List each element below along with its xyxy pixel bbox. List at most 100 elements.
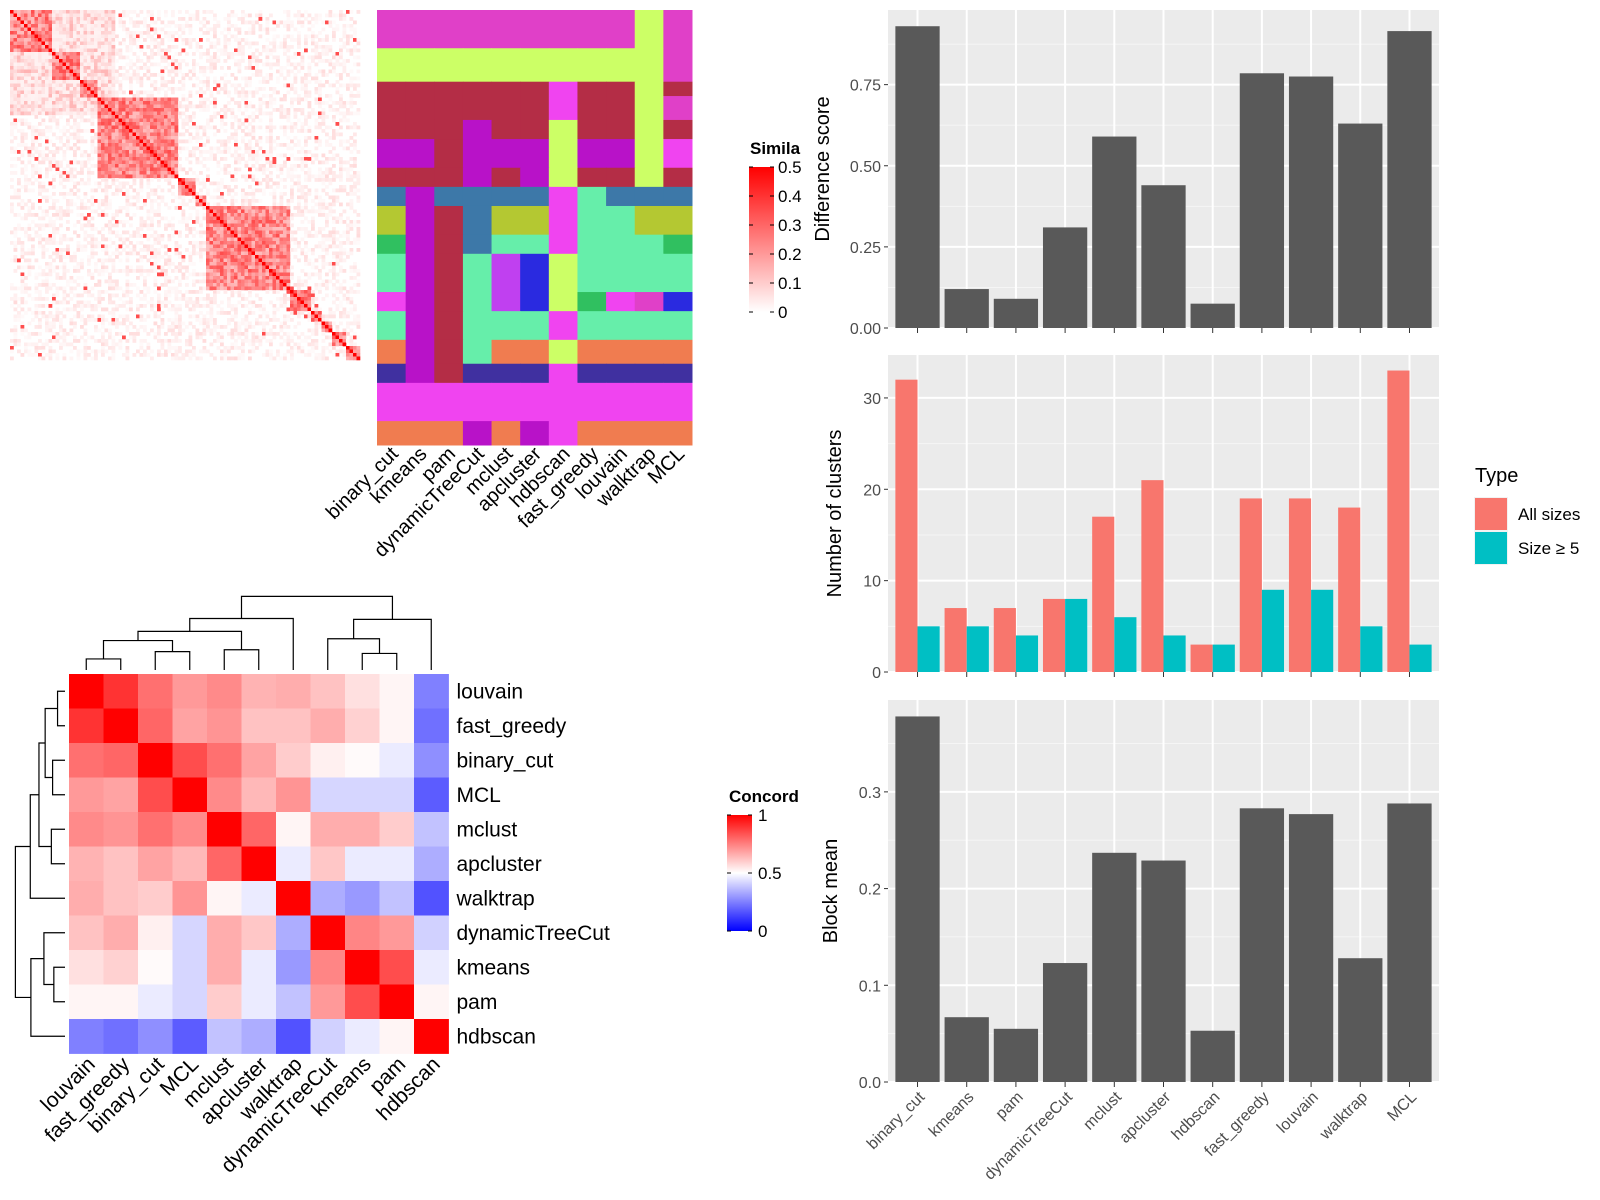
similarity-cell — [178, 59, 182, 63]
similarity-cell — [76, 69, 81, 74]
similarity-cell — [220, 209, 224, 214]
similarity-cell — [104, 45, 109, 49]
similarity-cell — [251, 227, 256, 231]
similarity-cell — [132, 139, 137, 144]
similarity-cell — [272, 146, 277, 151]
similarity-cell — [213, 237, 217, 242]
similarity-cell — [76, 34, 81, 39]
similarity-cell — [199, 153, 203, 158]
similarity-cell — [153, 139, 158, 144]
similarity-cell — [178, 80, 182, 84]
similarity-cell — [125, 104, 130, 109]
similarity-cell — [241, 55, 245, 60]
similarity-cell — [188, 272, 193, 277]
similarity-cell — [27, 248, 32, 252]
similarity-cell — [223, 283, 228, 287]
similarity-cell — [59, 237, 63, 242]
similarity-cell — [234, 230, 238, 235]
similarity-cell — [104, 118, 109, 123]
similarity-cell — [101, 136, 105, 140]
similarity-cell — [318, 125, 322, 130]
similarity-cell — [206, 59, 210, 63]
similarity-cell — [311, 227, 315, 231]
similarity-cell — [244, 318, 249, 322]
similarity-cell — [83, 290, 88, 294]
similarity-cell — [13, 244, 18, 249]
similarity-cell — [258, 216, 263, 221]
similarity-cell — [27, 251, 32, 256]
similarity-cell — [34, 59, 39, 63]
similarity-cell — [251, 251, 256, 256]
similarity-cell — [118, 132, 123, 137]
similarity-cell — [178, 290, 182, 294]
similarity-cell — [209, 241, 214, 245]
similarity-cell — [230, 24, 235, 28]
similarity-cell — [251, 262, 256, 266]
similarity-cell — [244, 216, 249, 221]
similarity-cell — [157, 174, 161, 179]
similarity-cell — [52, 41, 56, 46]
similarity-cell — [248, 150, 252, 154]
similarity-cell — [73, 101, 77, 105]
similarity-cell — [192, 269, 196, 273]
similarity-cell — [171, 153, 175, 158]
similarity-cell — [136, 111, 140, 116]
similarity-cell — [41, 41, 46, 46]
similarity-cell — [157, 153, 161, 158]
similarity-cell — [192, 244, 196, 249]
similarity-cell — [258, 262, 263, 266]
similarity-cell — [48, 304, 53, 308]
similarity-cell — [251, 283, 256, 287]
similarity-cell — [269, 255, 273, 259]
similarity-cell — [209, 300, 214, 305]
similarity-cell — [167, 48, 172, 53]
similarity-cell — [122, 160, 126, 165]
similarity-cell — [139, 297, 144, 301]
similarity-cell — [241, 97, 245, 102]
similarity-cell — [143, 66, 147, 70]
similarity-cell — [69, 125, 74, 130]
similarity-cell — [132, 248, 137, 252]
similarity-cell — [73, 73, 77, 77]
similarity-cell — [213, 76, 217, 81]
similarity-cell — [17, 157, 21, 161]
similarity-cell — [90, 209, 95, 214]
similarity-cell — [136, 69, 140, 74]
similarity-cell — [157, 73, 161, 77]
similarity-cell — [31, 41, 35, 46]
similarity-cell — [237, 90, 242, 95]
similarity-cell — [241, 195, 245, 200]
similarity-cell — [223, 108, 228, 112]
similarity-cell — [139, 269, 144, 273]
similarity-cell — [122, 181, 126, 186]
similarity-cell — [38, 34, 42, 39]
similarity-cell — [174, 31, 179, 35]
similarity-cell — [164, 157, 168, 161]
similarity-cell — [300, 24, 305, 28]
similarity-cell — [136, 199, 140, 203]
similarity-cell — [115, 209, 119, 214]
similarity-cell — [157, 304, 161, 308]
similarity-cell — [202, 150, 207, 154]
similarity-cell — [244, 108, 249, 112]
similarity-cell — [59, 241, 63, 245]
similarity-cell — [276, 265, 280, 270]
similarity-cell — [157, 157, 161, 161]
similarity-cell — [279, 272, 284, 277]
similarity-cell — [115, 234, 119, 238]
similarity-cell — [10, 83, 14, 88]
similarity-cell — [171, 76, 175, 81]
similarity-cell — [213, 244, 217, 249]
similarity-cell — [318, 255, 322, 259]
similarity-cell — [272, 192, 277, 196]
similarity-cell — [24, 52, 28, 56]
similarity-cell — [132, 269, 137, 273]
similarity-cell — [227, 139, 231, 144]
similarity-cell — [45, 297, 49, 301]
similarity-cell — [48, 59, 53, 63]
similarity-cell — [31, 136, 35, 140]
similarity-cell — [41, 209, 46, 214]
similarity-cell — [41, 62, 46, 67]
similarity-cell — [45, 24, 49, 28]
similarity-cell — [27, 125, 32, 130]
